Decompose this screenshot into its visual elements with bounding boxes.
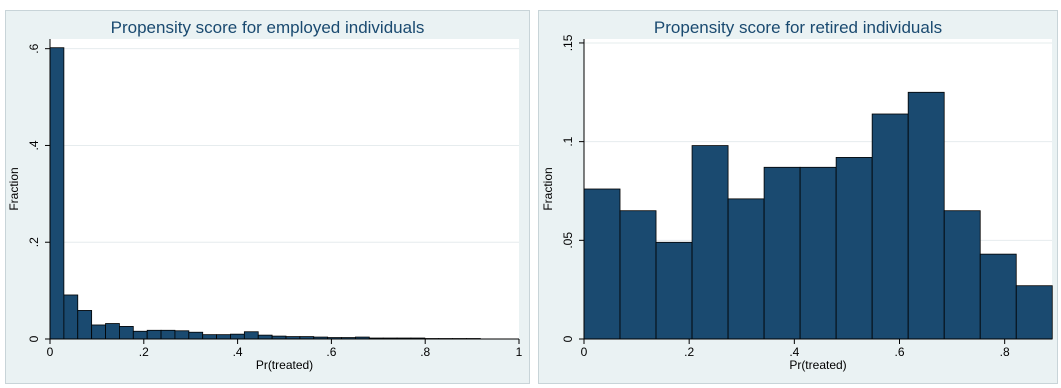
y-tick-label: .1 (561, 136, 575, 146)
y-axis-title: Fraction (7, 167, 21, 210)
y-tick-label: .15 (561, 34, 575, 51)
y-tick-label: .05 (561, 232, 575, 249)
histogram-bar (979, 253, 1017, 340)
histogram-bar (146, 329, 162, 340)
histogram-bar (763, 166, 801, 340)
x-tick-label: .2 (139, 345, 149, 359)
histogram-retired: 0 .05 .1 .15 0 .2 .4 .6 .8 Pr(treated) Fraction (541, 34, 1053, 372)
y-tick-label: .4 (27, 140, 41, 150)
histogram-bar (188, 331, 204, 340)
chart-title: Propensity score for retired individuals (653, 18, 943, 37)
histogram-bar (799, 166, 837, 340)
x-tick-label: .4 (789, 345, 799, 359)
histogram-bar (835, 157, 873, 340)
x-tick-label: 1 (516, 345, 523, 359)
x-tick-label: .2 (684, 345, 694, 359)
histogram-bar (727, 198, 765, 340)
x-tick-label: .6 (326, 345, 336, 359)
y-tick-label: 0 (27, 335, 41, 342)
x-tick-label: .8 (1000, 345, 1010, 359)
histogram-bar (1015, 285, 1053, 340)
y-tick-label: .6 (27, 43, 41, 53)
y-tick-label: .2 (27, 237, 41, 247)
histogram-bar (907, 91, 945, 340)
x-axis-title: Pr(treated) (789, 358, 846, 372)
x-tick-label: 0 (581, 345, 588, 359)
histogram-bar (583, 188, 621, 340)
histogram-employed: 0 .2 .4 .6 0 .2 .4 .6 .8 1 Pr(treated) Fraction (7, 39, 523, 372)
histogram-bar (202, 334, 217, 340)
histogram-bar (619, 210, 657, 340)
chart-title: Propensity score for employed individual… (110, 18, 425, 37)
y-axis-title: Fraction (541, 167, 555, 210)
histogram-bar (243, 331, 259, 340)
histogram-bar (174, 330, 190, 340)
histogram-bar (119, 326, 134, 340)
histogram-bar (216, 334, 231, 340)
histogram-bar (160, 329, 176, 340)
histogram-bar (49, 47, 65, 340)
histogram-bar (63, 294, 79, 340)
x-tick-label: 0 (47, 345, 54, 359)
histogram-bar (691, 145, 729, 340)
histogram-bar (655, 241, 693, 340)
x-tick-label: .4 (233, 345, 243, 359)
histogram-bar (943, 210, 981, 340)
x-tick-label: .8 (420, 345, 430, 359)
histogram-bar (257, 334, 273, 340)
histogram-bar (77, 310, 93, 340)
y-tick-label: 0 (561, 335, 575, 342)
histogram-bar (91, 324, 106, 340)
chart-panel-retired: Propensity score for retired individuals… (538, 10, 1058, 384)
histogram-bar (132, 330, 148, 340)
x-tick-label: .6 (894, 345, 904, 359)
histogram-bar (230, 333, 245, 340)
x-axis-title: Pr(treated) (256, 358, 313, 372)
plot-area (50, 39, 519, 339)
histogram-bar (105, 323, 120, 340)
histogram-bar (871, 113, 909, 340)
chart-panel-employed: Propensity score for employed individual… (5, 10, 530, 384)
